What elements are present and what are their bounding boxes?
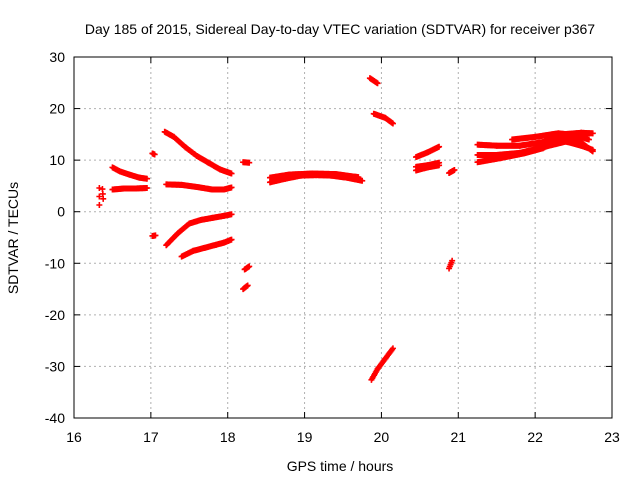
data-point bbox=[589, 130, 596, 137]
data-segment bbox=[413, 143, 443, 161]
y-tick-label: 30 bbox=[49, 49, 65, 65]
data-segment bbox=[163, 181, 235, 193]
data-point bbox=[246, 263, 253, 270]
data-point bbox=[152, 232, 159, 239]
data-point bbox=[389, 346, 396, 353]
x-tick-label: 20 bbox=[374, 429, 390, 445]
y-tick-label: 0 bbox=[57, 204, 65, 220]
data-point bbox=[228, 236, 235, 243]
data-segment bbox=[161, 128, 235, 177]
data-point bbox=[449, 257, 456, 264]
data-segment bbox=[241, 263, 253, 273]
data-point bbox=[246, 159, 253, 166]
x-tick-label: 17 bbox=[143, 429, 159, 445]
data-point bbox=[144, 175, 151, 182]
data-segment bbox=[446, 166, 458, 177]
data-point bbox=[436, 143, 443, 150]
data-segment bbox=[446, 257, 456, 272]
x-axis-label: GPS time / hours bbox=[287, 458, 394, 474]
data-point bbox=[96, 193, 103, 200]
data-point bbox=[355, 174, 362, 181]
data-point bbox=[100, 195, 107, 202]
data-segment bbox=[99, 186, 107, 202]
data-point bbox=[585, 136, 592, 143]
data-segment bbox=[240, 282, 251, 293]
data-segment bbox=[366, 75, 381, 87]
data-segment bbox=[109, 164, 151, 182]
data-segment bbox=[413, 159, 443, 170]
data-point bbox=[389, 345, 396, 352]
data-point bbox=[151, 151, 158, 158]
data-point bbox=[589, 148, 596, 155]
data-segment bbox=[368, 345, 396, 383]
x-tick-label: 16 bbox=[66, 429, 82, 445]
data-segment bbox=[240, 159, 253, 166]
data-segment bbox=[266, 170, 362, 181]
data-point bbox=[359, 177, 366, 184]
data-segment bbox=[149, 150, 158, 158]
data-point bbox=[228, 170, 235, 177]
data-points bbox=[96, 75, 596, 383]
data-segment bbox=[178, 236, 235, 260]
axis-ticks: 16 17 18 19 20 21 22 23 -40 -30 -20 -10 0 10 20 30 bbox=[45, 49, 620, 445]
data-segment bbox=[96, 184, 103, 209]
chart-title: Day 185 of 2015, Sidereal Day-to-day VTE… bbox=[85, 21, 595, 37]
data-point bbox=[389, 120, 396, 127]
y-tick-label: -20 bbox=[45, 307, 65, 323]
y-axis-label: SDTVAR / TECUs bbox=[5, 182, 21, 294]
x-tick-label: 21 bbox=[450, 429, 466, 445]
x-tick-label: 22 bbox=[527, 429, 543, 445]
data-point bbox=[374, 80, 381, 87]
x-tick-label: 19 bbox=[297, 429, 313, 445]
data-point bbox=[96, 184, 103, 191]
data-segment bbox=[370, 110, 396, 127]
data-point bbox=[228, 211, 235, 218]
x-tick-label: 23 bbox=[604, 429, 620, 445]
y-tick-label: -40 bbox=[45, 410, 65, 426]
data-point bbox=[96, 202, 103, 209]
plot-frame bbox=[73, 56, 613, 419]
data-point bbox=[244, 282, 251, 289]
y-tick-label: -30 bbox=[45, 358, 65, 374]
data-segment bbox=[109, 184, 151, 193]
data-segment bbox=[474, 133, 596, 166]
y-tick-label: -10 bbox=[45, 255, 65, 271]
x-tick-label: 18 bbox=[220, 429, 236, 445]
data-point bbox=[451, 166, 458, 173]
data-point bbox=[144, 184, 151, 191]
data-point bbox=[436, 159, 443, 166]
data-segment bbox=[149, 232, 159, 239]
y-tick-label: 20 bbox=[49, 101, 65, 117]
data-segment bbox=[509, 130, 592, 143]
data-point bbox=[228, 184, 235, 191]
data-segment bbox=[163, 211, 235, 249]
y-tick-label: 10 bbox=[49, 152, 65, 168]
